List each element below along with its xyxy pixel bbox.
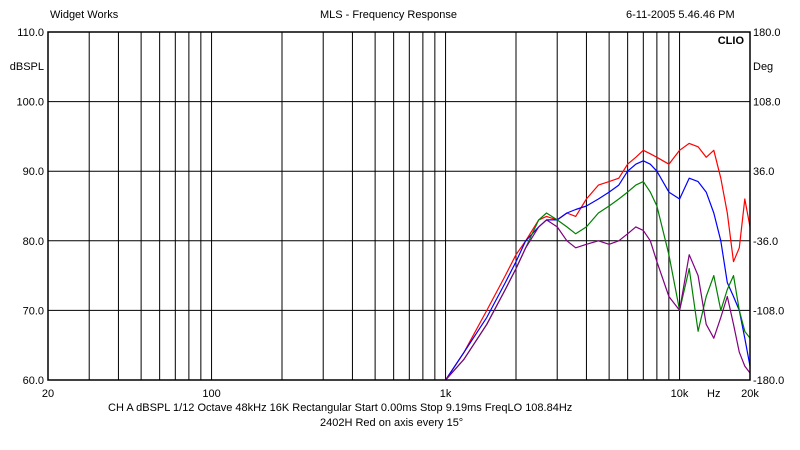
series-line-3: [445, 181, 751, 381]
clio-brand-label: CLIO: [718, 35, 745, 47]
x-axis-unit-label: Hz: [707, 388, 720, 400]
plot-frame: [47, 31, 751, 381]
series-line-4: [445, 219, 751, 381]
y-tick-label: 80.0: [23, 236, 44, 248]
y2-tick-label: 36.0: [753, 166, 774, 178]
series-line-1: [445, 142, 751, 381]
y-axis-unit-label: dBSPL: [10, 61, 44, 73]
y2-axis-unit-label: Deg: [753, 61, 773, 73]
y2-tick-label: -36.0: [753, 236, 778, 248]
series-line-2: [445, 160, 751, 381]
y2-tick-label: 108.0: [753, 97, 781, 109]
y-tick-label: 110.0: [17, 27, 44, 39]
label-layer: 110.0 100.0 90.0 80.0 70.0 60.0 180.0 108.0 36.0…: [10, 27, 784, 400]
y-tick-label: 60.0: [23, 375, 44, 387]
x-tick-label: 1k: [440, 388, 452, 400]
header-timestamp: 6-11-2005 5.46.46 PM: [626, 9, 735, 21]
x-tick-label: 20: [42, 388, 54, 400]
footer-settings-line: CH A dBSPL 1/12 Octave 48kHz 16K Rectang…: [108, 402, 573, 414]
y2-tick-label: -180.0: [753, 375, 784, 387]
footer-caption-line: 2402H Red on axis every 15°: [320, 417, 464, 429]
x-tick-label: 100: [202, 388, 220, 400]
grid-layer: [48, 32, 750, 380]
y2-tick-label: 180.0: [753, 27, 781, 39]
x-tick-label: 20k: [741, 388, 759, 400]
y2-tick-label: -108.0: [753, 305, 784, 317]
header-left-label: Widget Works: [50, 9, 119, 21]
series-layer: [445, 142, 751, 381]
y-tick-label: 100.0: [16, 97, 44, 109]
y-tick-label: 70.0: [23, 305, 44, 317]
chart-title: MLS - Frequency Response: [320, 9, 457, 21]
y-tick-label: 90.0: [23, 166, 44, 178]
x-tick-label: 10k: [671, 388, 689, 400]
